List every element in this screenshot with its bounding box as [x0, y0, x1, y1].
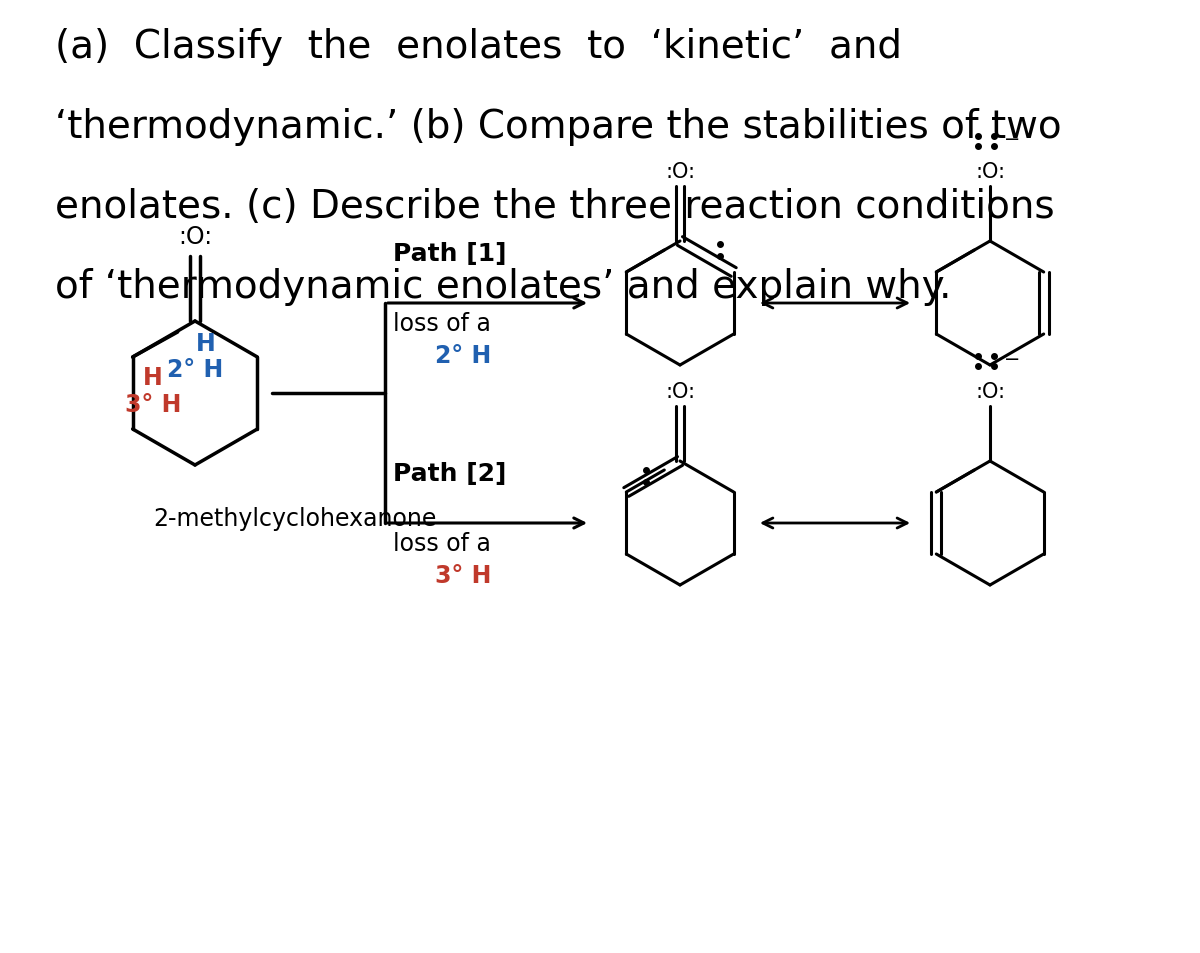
Text: −: − — [1004, 130, 1020, 149]
Text: enolates. (c) Describe the three reaction conditions: enolates. (c) Describe the three reactio… — [55, 188, 1055, 226]
Text: 2° H: 2° H — [436, 344, 491, 368]
Text: :O:: :O: — [665, 162, 695, 182]
Text: Path [1]: Path [1] — [394, 242, 506, 266]
Text: Path [2]: Path [2] — [394, 461, 506, 485]
Text: −: − — [1004, 349, 1020, 368]
Text: 3° H: 3° H — [125, 393, 181, 416]
Text: loss of a: loss of a — [394, 312, 491, 335]
Text: (a)  Classify  the  enolates  to  ‘kinetic’  and: (a) Classify the enolates to ‘kinetic’ a… — [55, 28, 902, 66]
Text: :O:: :O: — [665, 381, 695, 401]
Text: :O:: :O: — [974, 381, 1006, 401]
Text: of ‘thermodynamic enolates’ and explain why.: of ‘thermodynamic enolates’ and explain … — [55, 268, 952, 306]
Text: 2° H: 2° H — [167, 357, 223, 381]
Text: :O:: :O: — [178, 225, 212, 249]
Text: 2-methylcyclohexanone: 2-methylcyclohexanone — [154, 506, 437, 531]
Text: :O:: :O: — [974, 162, 1006, 182]
Text: 3° H: 3° H — [436, 563, 491, 587]
Text: H: H — [143, 366, 162, 390]
Text: loss of a: loss of a — [394, 532, 491, 556]
Text: H: H — [196, 332, 215, 355]
Text: ‘thermodynamic.’ (b) Compare the stabilities of two: ‘thermodynamic.’ (b) Compare the stabili… — [55, 108, 1062, 146]
